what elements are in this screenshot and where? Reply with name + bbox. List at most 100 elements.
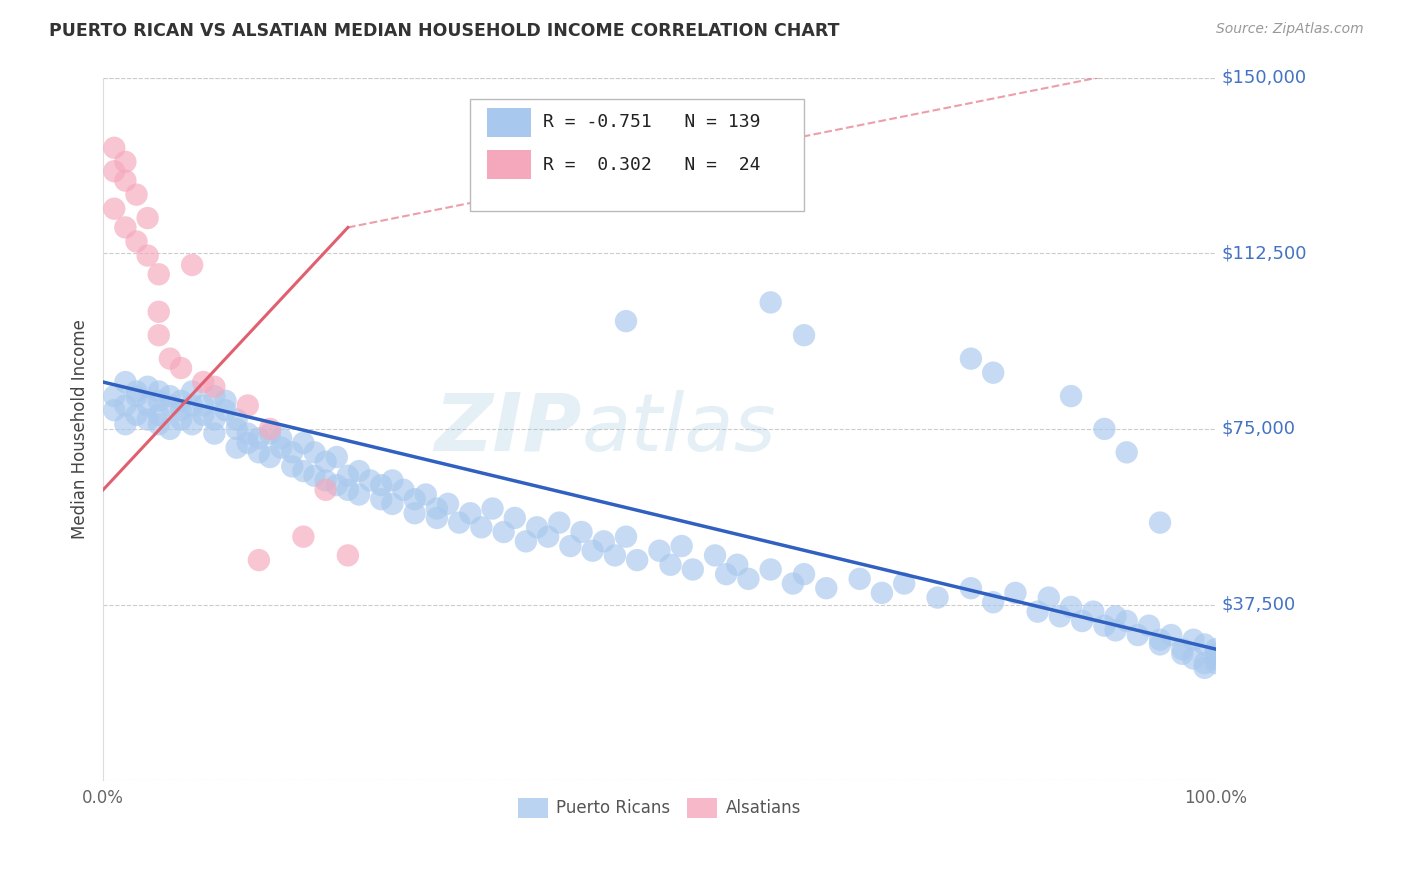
Point	[704, 549, 727, 563]
Point	[848, 572, 870, 586]
Point	[370, 478, 392, 492]
Point	[1205, 651, 1227, 665]
Point	[793, 328, 815, 343]
Point	[336, 468, 359, 483]
Point	[603, 549, 626, 563]
Point	[392, 483, 415, 497]
Point	[202, 389, 225, 403]
Point	[582, 543, 605, 558]
Point	[759, 295, 782, 310]
Point	[560, 539, 582, 553]
Point	[148, 408, 170, 422]
Point	[326, 450, 349, 464]
Text: $112,500: $112,500	[1222, 244, 1306, 262]
Point	[148, 328, 170, 343]
Point	[236, 399, 259, 413]
Point	[181, 258, 204, 272]
Point	[214, 393, 236, 408]
Point	[304, 445, 326, 459]
Point	[202, 426, 225, 441]
Point	[1205, 647, 1227, 661]
Point	[1160, 628, 1182, 642]
Point	[960, 581, 983, 595]
Point	[470, 520, 492, 534]
Point	[537, 530, 560, 544]
Point	[170, 361, 193, 376]
Point	[927, 591, 949, 605]
Point	[1115, 614, 1137, 628]
Point	[236, 436, 259, 450]
Y-axis label: Median Household Income: Median Household Income	[72, 319, 89, 539]
Point	[426, 501, 449, 516]
Point	[148, 384, 170, 399]
Point	[1137, 618, 1160, 632]
Text: R =  0.302   N =  24: R = 0.302 N = 24	[543, 156, 761, 174]
Point	[181, 417, 204, 432]
Point	[415, 487, 437, 501]
Point	[193, 399, 215, 413]
Point	[125, 235, 148, 249]
Point	[170, 412, 193, 426]
Point	[103, 164, 125, 178]
Point	[202, 412, 225, 426]
Point	[247, 553, 270, 567]
Point	[626, 553, 648, 567]
Point	[481, 501, 503, 516]
Point	[1104, 609, 1126, 624]
Point	[281, 445, 304, 459]
Point	[1194, 637, 1216, 651]
Point	[304, 468, 326, 483]
Point	[315, 474, 337, 488]
Point	[893, 576, 915, 591]
Bar	[486, 108, 531, 137]
Point	[1004, 586, 1026, 600]
Point	[1026, 605, 1049, 619]
Point	[1071, 614, 1094, 628]
Point	[449, 516, 471, 530]
Point	[270, 441, 292, 455]
Text: R = -0.751   N = 139: R = -0.751 N = 139	[543, 113, 761, 131]
Bar	[486, 150, 531, 179]
Point	[125, 389, 148, 403]
Point	[336, 549, 359, 563]
Point	[148, 268, 170, 282]
Point	[1194, 656, 1216, 670]
Point	[404, 492, 426, 507]
Point	[614, 314, 637, 328]
Point	[193, 408, 215, 422]
Text: ZIP: ZIP	[434, 390, 582, 468]
Point	[136, 211, 159, 225]
Point	[114, 399, 136, 413]
Point	[981, 366, 1004, 380]
Point	[281, 459, 304, 474]
Point	[437, 497, 460, 511]
Point	[159, 422, 181, 436]
Point	[1149, 632, 1171, 647]
Point	[225, 441, 247, 455]
Point	[125, 408, 148, 422]
Point	[592, 534, 614, 549]
Point	[159, 351, 181, 366]
Point	[725, 558, 748, 572]
Point	[114, 375, 136, 389]
Point	[1194, 661, 1216, 675]
Point	[292, 530, 315, 544]
Point	[214, 403, 236, 417]
Point	[136, 399, 159, 413]
Text: $75,000: $75,000	[1222, 420, 1295, 438]
Point	[659, 558, 682, 572]
Point	[315, 483, 337, 497]
Point	[870, 586, 893, 600]
Bar	[470, 99, 804, 211]
Point	[1049, 609, 1071, 624]
Point	[181, 384, 204, 399]
Point	[148, 305, 170, 319]
Point	[103, 389, 125, 403]
Text: atlas: atlas	[582, 390, 776, 468]
Point	[247, 445, 270, 459]
Point	[315, 455, 337, 469]
Point	[170, 393, 193, 408]
Point	[503, 511, 526, 525]
Point	[181, 399, 204, 413]
Point	[159, 399, 181, 413]
